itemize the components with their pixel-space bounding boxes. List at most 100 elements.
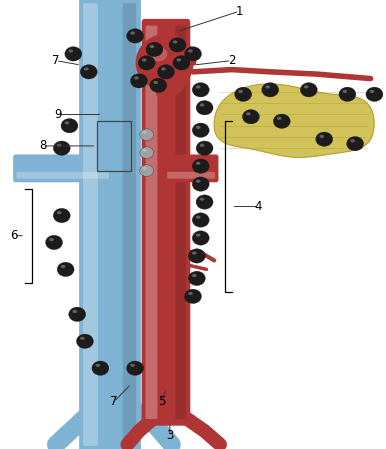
- Ellipse shape: [196, 141, 213, 155]
- Text: 4: 4: [255, 200, 262, 213]
- Ellipse shape: [196, 85, 200, 88]
- FancyBboxPatch shape: [13, 154, 112, 182]
- Ellipse shape: [140, 165, 154, 176]
- Ellipse shape: [185, 289, 201, 304]
- Ellipse shape: [146, 42, 163, 57]
- Ellipse shape: [188, 292, 193, 295]
- Ellipse shape: [200, 103, 204, 106]
- Ellipse shape: [161, 67, 166, 70]
- Ellipse shape: [140, 129, 154, 141]
- FancyBboxPatch shape: [142, 19, 190, 426]
- Ellipse shape: [350, 139, 355, 142]
- Ellipse shape: [69, 307, 86, 321]
- Text: 5: 5: [158, 396, 166, 408]
- Ellipse shape: [53, 141, 70, 155]
- Ellipse shape: [80, 337, 85, 340]
- Ellipse shape: [130, 364, 135, 367]
- Text: 2: 2: [228, 54, 235, 67]
- Ellipse shape: [173, 40, 177, 44]
- Ellipse shape: [57, 211, 61, 214]
- FancyBboxPatch shape: [176, 26, 186, 419]
- Ellipse shape: [196, 162, 200, 165]
- Ellipse shape: [347, 136, 364, 151]
- Ellipse shape: [235, 87, 252, 101]
- Ellipse shape: [196, 180, 200, 183]
- Polygon shape: [214, 84, 374, 157]
- Ellipse shape: [366, 87, 383, 101]
- Ellipse shape: [142, 58, 146, 62]
- Ellipse shape: [65, 47, 82, 61]
- Ellipse shape: [150, 47, 167, 62]
- Ellipse shape: [46, 235, 63, 250]
- FancyBboxPatch shape: [146, 26, 157, 419]
- Ellipse shape: [192, 213, 209, 227]
- Ellipse shape: [130, 74, 147, 88]
- Ellipse shape: [57, 262, 74, 277]
- FancyBboxPatch shape: [83, 3, 98, 446]
- Ellipse shape: [134, 76, 139, 79]
- Ellipse shape: [143, 167, 147, 170]
- Ellipse shape: [369, 90, 374, 93]
- Ellipse shape: [339, 87, 356, 101]
- Ellipse shape: [273, 114, 290, 128]
- Ellipse shape: [150, 78, 167, 92]
- Ellipse shape: [188, 271, 205, 286]
- Ellipse shape: [169, 38, 186, 52]
- Ellipse shape: [157, 65, 174, 79]
- Ellipse shape: [80, 65, 97, 79]
- Ellipse shape: [196, 101, 213, 115]
- Ellipse shape: [185, 47, 201, 61]
- Ellipse shape: [242, 110, 259, 124]
- Ellipse shape: [92, 361, 109, 375]
- Ellipse shape: [192, 231, 209, 245]
- Ellipse shape: [192, 159, 209, 173]
- Ellipse shape: [188, 249, 205, 263]
- Ellipse shape: [138, 34, 194, 92]
- Text: 1: 1: [235, 5, 243, 18]
- Ellipse shape: [130, 31, 135, 35]
- Ellipse shape: [127, 361, 144, 375]
- Ellipse shape: [61, 265, 65, 268]
- Ellipse shape: [140, 147, 154, 158]
- Ellipse shape: [95, 364, 100, 367]
- FancyBboxPatch shape: [17, 172, 109, 179]
- Ellipse shape: [196, 216, 200, 219]
- Ellipse shape: [76, 334, 93, 348]
- Ellipse shape: [192, 274, 196, 277]
- Ellipse shape: [149, 45, 154, 48]
- Ellipse shape: [138, 56, 155, 70]
- FancyBboxPatch shape: [167, 172, 215, 179]
- Ellipse shape: [196, 233, 200, 237]
- Ellipse shape: [192, 251, 196, 255]
- Ellipse shape: [143, 149, 147, 152]
- Text: 7: 7: [110, 396, 118, 408]
- Ellipse shape: [196, 195, 213, 209]
- Ellipse shape: [300, 83, 317, 97]
- Ellipse shape: [238, 90, 243, 93]
- Ellipse shape: [262, 83, 279, 97]
- Ellipse shape: [53, 208, 70, 223]
- Ellipse shape: [72, 310, 77, 313]
- Ellipse shape: [188, 49, 193, 53]
- FancyBboxPatch shape: [79, 0, 141, 449]
- Ellipse shape: [68, 49, 73, 53]
- FancyBboxPatch shape: [164, 154, 218, 182]
- Ellipse shape: [200, 144, 204, 147]
- Ellipse shape: [64, 121, 69, 124]
- Ellipse shape: [196, 126, 200, 129]
- Ellipse shape: [143, 131, 147, 134]
- Ellipse shape: [176, 58, 181, 62]
- Ellipse shape: [265, 85, 270, 88]
- Ellipse shape: [153, 81, 158, 84]
- Ellipse shape: [49, 238, 54, 241]
- Ellipse shape: [246, 112, 251, 115]
- Ellipse shape: [316, 132, 333, 146]
- Text: 9: 9: [54, 108, 62, 121]
- Bar: [96, 121, 131, 171]
- Ellipse shape: [277, 117, 281, 120]
- Ellipse shape: [192, 83, 209, 97]
- Ellipse shape: [173, 56, 190, 70]
- Ellipse shape: [61, 119, 78, 133]
- Ellipse shape: [304, 85, 308, 88]
- Ellipse shape: [192, 123, 209, 137]
